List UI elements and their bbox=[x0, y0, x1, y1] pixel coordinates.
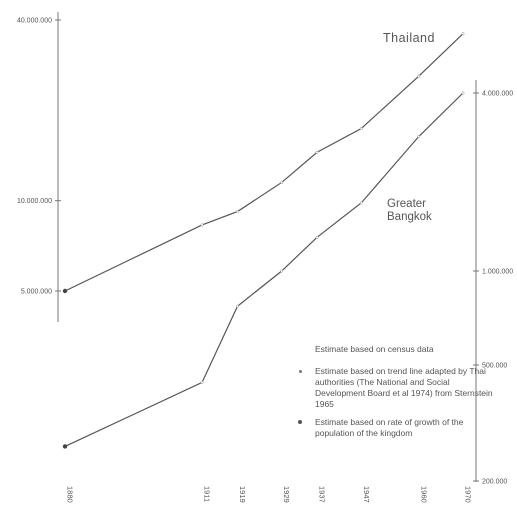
left-tick-label: 10.000.000 bbox=[17, 198, 52, 205]
legend-item-trend: Estimate based on trend line adapted by … bbox=[296, 366, 496, 410]
x-tick-label: 1880 bbox=[66, 486, 75, 503]
right-tick-label: 200.000 bbox=[482, 479, 507, 486]
legend: Estimate based on census data Estimate b… bbox=[296, 344, 496, 446]
data-point bbox=[315, 235, 319, 239]
data-point bbox=[200, 380, 204, 384]
legend-item-trend-text: Estimate based on trend line adapted by … bbox=[315, 366, 493, 409]
legend-marker-small-dot bbox=[299, 370, 302, 373]
data-point bbox=[62, 288, 68, 294]
legend-marker-dot bbox=[298, 420, 302, 424]
legend-item-growth: Estimate based on rate of growth of the … bbox=[296, 417, 496, 439]
series-line-thailand bbox=[64, 33, 464, 292]
left-tick-label: 5.000.000 bbox=[21, 289, 52, 296]
legend-heading: Estimate based on census data bbox=[296, 344, 496, 355]
data-point bbox=[461, 32, 465, 36]
x-tick-label: 1970 bbox=[464, 486, 473, 503]
x-tick-label: 1929 bbox=[282, 486, 291, 503]
legend-heading-text: Estimate based on census data bbox=[315, 344, 434, 354]
series-label-greater-bangkok-line2: Bangkok bbox=[387, 211, 432, 223]
data-point bbox=[62, 444, 68, 449]
right-tick-label: 500.000 bbox=[482, 363, 507, 370]
data-point bbox=[236, 210, 239, 213]
data-point bbox=[236, 304, 239, 308]
data-point bbox=[280, 269, 284, 273]
data-point bbox=[417, 135, 421, 138]
data-point bbox=[200, 223, 204, 227]
x-tick-label: 1960 bbox=[419, 486, 428, 503]
data-point bbox=[315, 150, 319, 154]
x-tick-label: 1947 bbox=[362, 486, 371, 503]
axes: 40.000.000 10.000.000 5.000.000 4.000.000 1.… bbox=[17, 12, 513, 503]
x-tick-label: 1911 bbox=[203, 486, 212, 502]
x-tick-label: 1919 bbox=[238, 486, 247, 503]
series-label-thailand: Thailand bbox=[383, 31, 435, 45]
data-point bbox=[417, 74, 421, 78]
data-point bbox=[461, 91, 465, 95]
left-tick-label: 40.000.000 bbox=[17, 18, 52, 25]
legend-item-growth-text: Estimate based on rate of growth of the … bbox=[315, 417, 464, 438]
series-lines bbox=[62, 32, 465, 449]
x-tick-label: 1937 bbox=[318, 486, 327, 503]
series-line-greater-bangkok bbox=[64, 92, 464, 448]
data-point bbox=[359, 127, 363, 130]
right-tick-label: 4.000.000 bbox=[482, 91, 513, 98]
series-label-greater-bangkok: Greater bbox=[387, 198, 426, 210]
right-tick-label: 1.000.000 bbox=[482, 269, 513, 276]
data-point bbox=[280, 181, 284, 184]
data-point bbox=[359, 201, 363, 205]
